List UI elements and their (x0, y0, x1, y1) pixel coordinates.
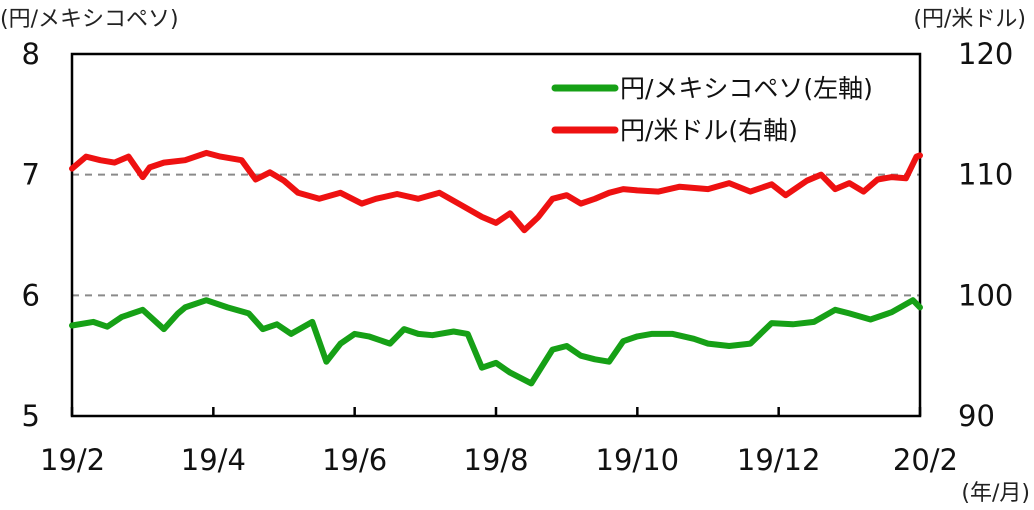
left-y-tick-label: 7 (22, 158, 40, 192)
x-tick-label: 20/2 (893, 443, 958, 477)
x-tick-label: 19/6 (322, 443, 387, 477)
left-axis-unit-label: (円/メキシコペソ) (0, 7, 179, 32)
x-tick-label: 19/8 (463, 443, 528, 477)
x-tick-label: 19/4 (181, 443, 246, 477)
x-tick-label: 19/12 (737, 443, 821, 477)
x-tick-label: 19/10 (596, 443, 680, 477)
legend-label-usd: 円/米ドル(右軸) (620, 116, 798, 145)
right-y-tick-label: 100 (958, 278, 1013, 312)
x-tick-label: 19/2 (40, 443, 105, 477)
series-line-usd (69, 149, 923, 234)
left-y-tick-label: 5 (22, 399, 40, 433)
left-y-tick-label: 8 (22, 37, 40, 71)
gridlines (72, 173, 920, 297)
left-y-tick-label: 6 (22, 278, 40, 312)
axes (70, 52, 922, 418)
right-y-tick-label: 110 (958, 158, 1013, 192)
series-lines (69, 149, 923, 387)
right-y-tick-label: 90 (958, 399, 995, 433)
right-y-tick-label: 120 (958, 37, 1013, 71)
legend: 円/メキシコペソ(左軸) 円/米ドル(右軸) (551, 74, 873, 145)
tick-labels: 19/2 19/4 19/6 19/8 19/10 19/12 20/2 5 6 7 8 90 100 1… (22, 37, 1014, 477)
right-axis-unit-label: (円/米ドル) (913, 7, 1026, 32)
legend-label-peso: 円/メキシコペソ(左軸) (620, 74, 873, 103)
x-axis-unit-label: (年/月) (961, 481, 1030, 506)
series-line-peso (69, 297, 923, 387)
